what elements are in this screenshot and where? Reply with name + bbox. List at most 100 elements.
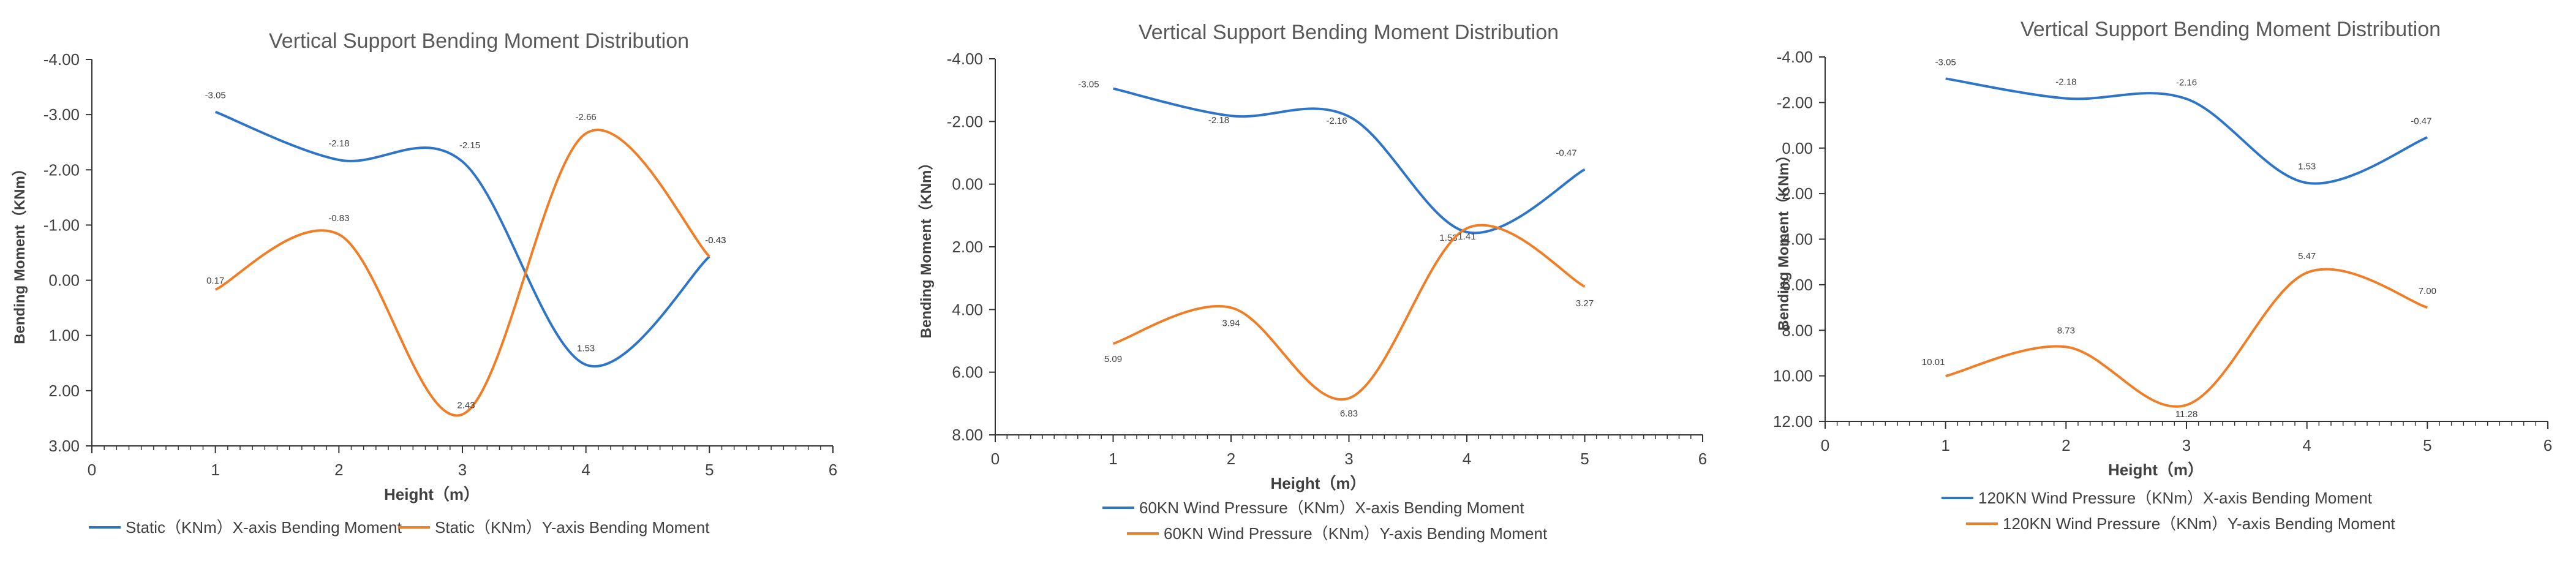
- data-label: -2.18: [1208, 115, 1229, 126]
- data-label: 3.27: [1576, 298, 1594, 309]
- data-label: -0.43: [705, 235, 726, 246]
- x-tick-label: 3: [2182, 436, 2191, 454]
- y-tick-label: -2.00: [1777, 93, 1813, 111]
- x-tick-label: 4: [581, 461, 590, 479]
- x-tick-label: 2: [334, 461, 343, 479]
- chart-60kn: Vertical Support Bending Moment Distribu…: [918, 21, 1707, 543]
- y-axis-title: Bending Moment（KNm）: [12, 161, 28, 344]
- data-label: 11.28: [2175, 409, 2198, 420]
- legend-label: Static（KNm）Y-axis Bending Moment: [435, 518, 710, 537]
- y-tick-label: -3.00: [43, 105, 80, 124]
- y-tick-label: 4.00: [1782, 230, 1813, 249]
- x-axis-title: Height（m）: [1270, 474, 1366, 492]
- data-label: 3.94: [1222, 318, 1240, 328]
- chart-120kn: Vertical Support Bending Moment Distribu…: [1773, 18, 2552, 533]
- x-tick-label: 0: [991, 450, 1000, 468]
- y-tick-label: 2.00: [1782, 184, 1813, 203]
- y-tick-label: 0.00: [48, 271, 80, 290]
- chart-panel-120kn: Vertical Support Bending Moment Distribu…: [1739, 0, 2576, 566]
- data-label: 10.01: [1922, 357, 1945, 367]
- series-line-x-axis: [1945, 77, 2428, 185]
- x-tick-label: 5: [2423, 436, 2431, 454]
- y-tick-label: 2.00: [48, 382, 80, 400]
- data-label: -2.15: [459, 140, 480, 151]
- x-tick-label: 6: [829, 461, 837, 479]
- x-tick-label: 2: [1227, 450, 1235, 468]
- x-tick-label: 3: [458, 461, 467, 479]
- chart-title: Vertical Support Bending Moment Distribu…: [1139, 21, 1559, 44]
- legend-label: Static（KNm）X-axis Bending Moment: [126, 518, 402, 537]
- x-axis-title: Height（m）: [2108, 461, 2204, 479]
- x-tick-label: 1: [1941, 436, 1949, 454]
- data-label: -0.47: [2411, 116, 2431, 126]
- x-tick-label: 6: [2544, 436, 2552, 454]
- data-label: 0.17: [206, 276, 224, 286]
- data-label: 7.00: [2419, 286, 2436, 296]
- data-label: -0.43: [705, 235, 726, 246]
- x-tick-label: 1: [1109, 450, 1117, 468]
- y-tick-label: -4.00: [947, 50, 983, 68]
- y-tick-label: 10.00: [1773, 367, 1813, 385]
- y-axis-title: Bending Moment（KNm）: [1776, 148, 1792, 331]
- y-tick-label: 8.00: [952, 426, 983, 444]
- data-label: -3.05: [205, 91, 226, 101]
- y-axis-title: Bending Moment（KNm）: [918, 156, 935, 339]
- legend-label: 60KN Wind Pressure（KNm）X-axis Bending Mo…: [1139, 499, 1524, 517]
- y-tick-label: 1.00: [48, 326, 80, 345]
- series-line-y-axis: [1945, 268, 2428, 408]
- y-tick-label: 0.00: [1782, 139, 1813, 157]
- data-label: -2.16: [2176, 77, 2197, 88]
- data-label: -2.16: [1326, 116, 1347, 126]
- data-label: 6.83: [1340, 409, 1358, 419]
- legend-label: 120KN Wind Pressure（KNm）X-axis Bending M…: [1978, 489, 2373, 507]
- data-label: -2.18: [328, 138, 349, 149]
- x-tick-label: 0: [1821, 436, 1829, 454]
- y-tick-label: -2.00: [947, 112, 983, 130]
- y-tick-label: 4.00: [952, 300, 983, 318]
- data-label: 1.53: [2298, 162, 2316, 172]
- chart-title: Vertical Support Bending Moment Distribu…: [269, 29, 689, 53]
- y-tick-label: 3.00: [48, 437, 80, 455]
- y-tick-label: 8.00: [1782, 321, 1813, 339]
- y-tick-label: 6.00: [1782, 276, 1813, 294]
- legend-label: 120KN Wind Pressure（KNm）Y-axis Bending M…: [2003, 514, 2395, 533]
- y-tick-label: -4.00: [1777, 48, 1813, 66]
- x-axis-title: Height（m）: [384, 485, 480, 503]
- x-tick-label: 5: [1580, 450, 1589, 468]
- y-tick-label: 2.00: [952, 238, 983, 256]
- y-tick-label: -1.00: [43, 216, 80, 234]
- data-label: -3.05: [1078, 80, 1099, 90]
- data-label: -0.83: [328, 213, 349, 224]
- chart-static: Vertical Support Bending Moment Distribu…: [12, 29, 837, 537]
- series-line-x-axis: [214, 110, 710, 368]
- x-tick-label: 3: [1344, 450, 1353, 468]
- y-tick-label: 0.00: [952, 175, 983, 194]
- data-label: -3.05: [1935, 57, 1956, 67]
- x-tick-label: 0: [88, 461, 96, 479]
- x-tick-label: 2: [2062, 436, 2070, 454]
- data-label: 2.43: [457, 401, 475, 411]
- series-line-x-axis: [1113, 87, 1586, 235]
- y-tick-label: -2.00: [43, 160, 80, 179]
- chart-panel-60kn: Vertical Support Bending Moment Distribu…: [870, 0, 1727, 566]
- x-tick-label: 4: [1463, 450, 1471, 468]
- x-tick-label: 5: [705, 461, 714, 479]
- y-tick-label: 12.00: [1773, 412, 1813, 431]
- data-label: -2.18: [2055, 77, 2076, 88]
- data-label: 5.47: [2298, 251, 2316, 262]
- chart-panel-static: Vertical Support Bending Moment Distribu…: [0, 0, 857, 566]
- series-line-y-axis: [1112, 224, 1586, 401]
- data-label: -0.47: [1556, 148, 1576, 159]
- x-tick-label: 6: [1698, 450, 1707, 468]
- data-label: 5.09: [1104, 354, 1122, 364]
- data-label: 8.73: [2057, 325, 2075, 336]
- data-label: -2.66: [576, 112, 597, 122]
- y-tick-label: 6.00: [952, 363, 983, 382]
- x-tick-label: 1: [211, 461, 219, 479]
- data-label: 1.53: [577, 343, 595, 353]
- chart-title: Vertical Support Bending Moment Distribu…: [2021, 18, 2441, 41]
- x-tick-label: 4: [2302, 436, 2311, 454]
- legend-label: 60KN Wind Pressure（KNm）Y-axis Bending Mo…: [1164, 524, 1548, 543]
- data-label: 1.41: [1458, 232, 1475, 242]
